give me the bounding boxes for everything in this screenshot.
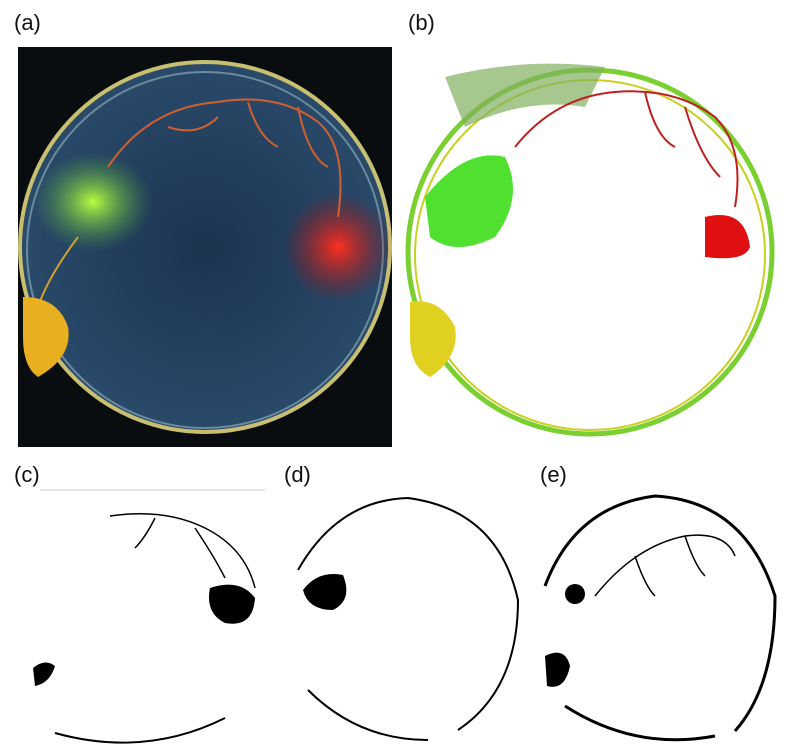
dish-rim — [545, 496, 775, 740]
panel-label: (b) — [408, 10, 435, 36]
figure: (a) (b) (c) (d) (e) — [0, 0, 790, 747]
network — [110, 514, 255, 588]
colony — [209, 585, 255, 624]
green-colony — [33, 152, 153, 252]
network — [595, 535, 735, 596]
binary-panel — [278, 490, 528, 747]
red-colony — [283, 192, 392, 302]
binary-panel — [15, 488, 270, 747]
colony — [565, 584, 585, 604]
colony — [545, 653, 570, 687]
panel-label: (c) — [14, 462, 40, 488]
photo-panel — [18, 47, 392, 447]
dish-rim — [298, 498, 518, 740]
colony — [303, 574, 346, 610]
panel-label: (a) — [14, 10, 41, 36]
dish-rim — [55, 718, 225, 743]
colony — [33, 662, 55, 686]
panel-label: (d) — [284, 462, 311, 488]
segmented-panel — [405, 47, 790, 452]
binary-panel — [535, 486, 785, 747]
panel-label: (e) — [540, 462, 567, 488]
